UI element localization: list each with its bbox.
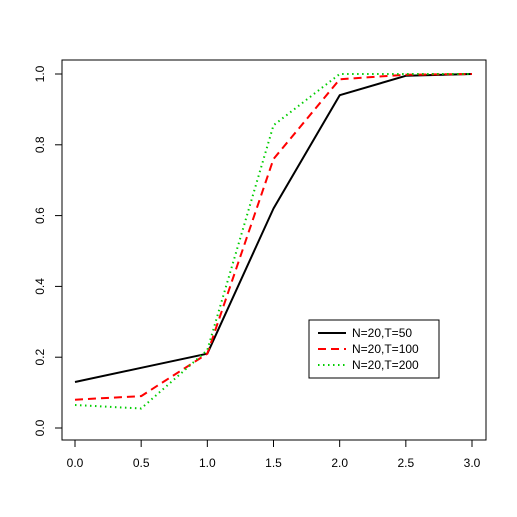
y-tick-label: 0.4 — [33, 278, 47, 295]
series-line-3 — [74, 73, 472, 410]
x-tick-label: 1.0 — [199, 456, 216, 470]
y-tick-label: 0.6 — [33, 207, 47, 224]
x-tick-label: 2.0 — [331, 456, 348, 470]
legend: N=20,T=50 N=20,T=100 N=20,T=200 — [308, 319, 440, 379]
plot-frame — [61, 59, 487, 441]
x-tick-label: 1.5 — [265, 456, 282, 470]
y-tick-label: 0.0 — [33, 419, 47, 436]
legend-box — [308, 319, 440, 379]
series-layer — [74, 73, 473, 410]
x-axis: 0.0 0.5 1.0 1.5 2.0 2.5 3.0 — [67, 439, 481, 470]
y-tick-label: 1.0 — [33, 65, 47, 82]
x-tick-label: 2.5 — [397, 456, 414, 470]
y-tick-label: 0.8 — [33, 136, 47, 153]
y-tick-label: 0.2 — [33, 349, 47, 366]
legend-label: N=20,T=50 — [352, 326, 412, 340]
series-line-2 — [74, 73, 473, 401]
series-line-1 — [74, 73, 473, 383]
x-tick-label: 0.0 — [67, 456, 84, 470]
x-tick-label: 0.5 — [133, 456, 150, 470]
legend-label: N=20,T=100 — [352, 342, 419, 356]
x-tick-label: 3.0 — [464, 456, 481, 470]
legend-label: N=20,T=200 — [352, 358, 419, 372]
y-axis: 0.0 0.2 0.4 0.6 0.8 1.0 — [33, 65, 63, 436]
